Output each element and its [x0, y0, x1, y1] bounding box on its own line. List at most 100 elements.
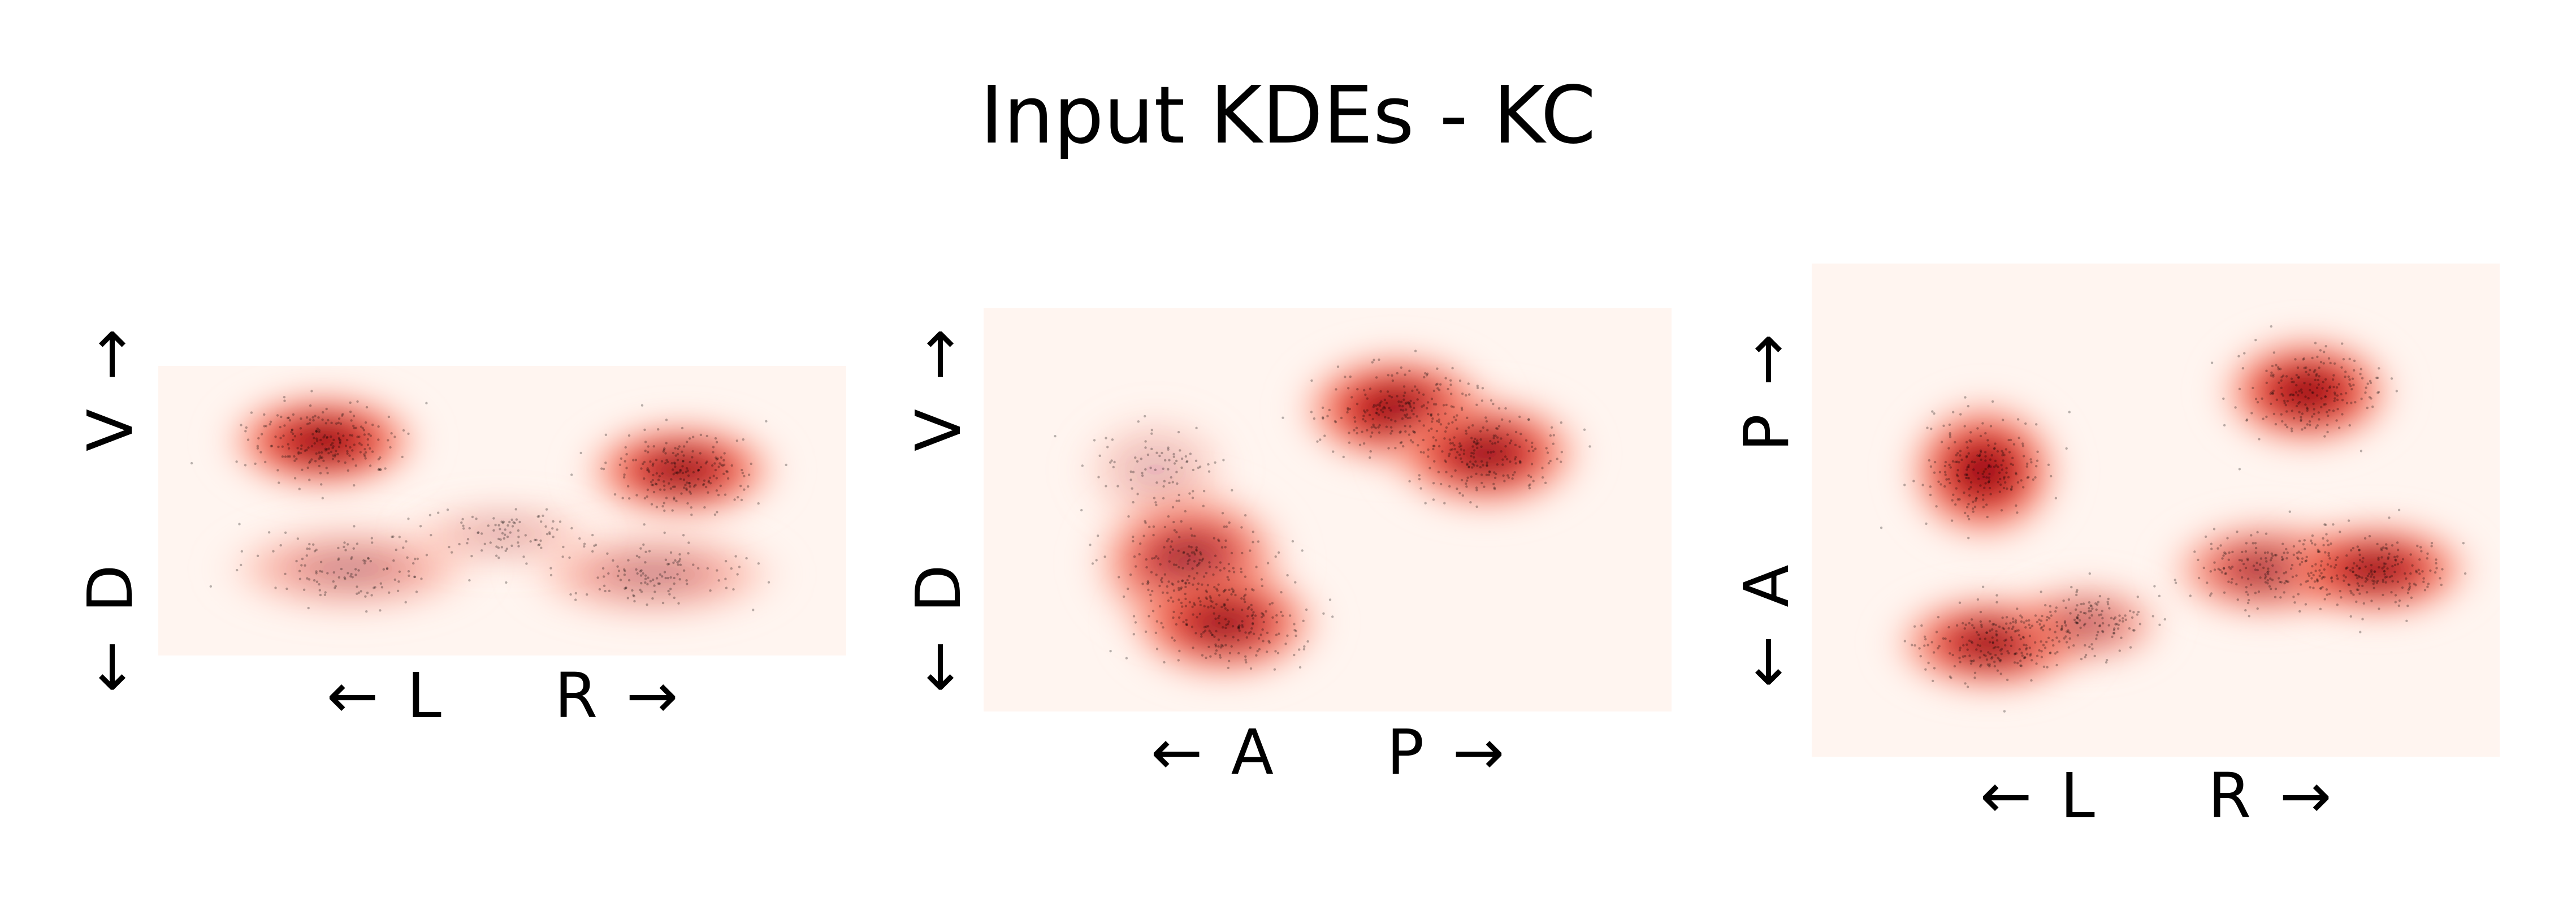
synapse-point	[1465, 394, 1467, 397]
synapse-point	[1476, 464, 1479, 467]
synapse-point	[508, 520, 511, 524]
synapse-point	[330, 421, 333, 424]
synapse-point	[1977, 472, 1980, 475]
synapse-point	[1479, 465, 1482, 469]
synapse-point	[1532, 480, 1535, 482]
synapse-point	[392, 559, 395, 562]
synapse-point	[2032, 478, 2035, 481]
synapse-point	[2358, 559, 2362, 562]
synapse-point	[1475, 472, 1478, 475]
synapse-point	[1979, 484, 1982, 487]
synapse-point	[1195, 546, 1198, 549]
synapse-point	[363, 453, 366, 456]
synapse-point	[2020, 616, 2024, 619]
synapse-point	[646, 467, 649, 470]
synapse-point	[1449, 442, 1452, 445]
synapse-point	[2254, 551, 2257, 554]
synapse-point	[2197, 576, 2201, 580]
synapse-point	[1196, 616, 1198, 619]
synapse-point	[692, 563, 695, 566]
synapse-point	[1436, 387, 1439, 390]
synapse-point	[1266, 650, 1268, 653]
synapse-point	[1444, 430, 1447, 433]
synapse-point	[2330, 565, 2332, 568]
synapse-point	[1271, 602, 1274, 605]
synapse-point	[1188, 554, 1191, 558]
synapse-point	[664, 452, 667, 455]
synapse-point	[2332, 386, 2335, 389]
synapse-point	[2353, 359, 2356, 363]
synapse-point	[1408, 369, 1411, 372]
synapse-point	[1489, 439, 1492, 443]
synapse-point	[726, 471, 729, 473]
synapse-point	[364, 595, 367, 598]
synapse-point	[2408, 587, 2411, 590]
synapse-point	[458, 542, 461, 546]
synapse-point	[664, 462, 667, 465]
synapse-point	[1132, 536, 1135, 538]
synapse-point	[1940, 441, 1943, 443]
synapse-point	[2281, 558, 2284, 560]
synapse-point	[2333, 393, 2337, 396]
synapse-point	[288, 419, 292, 422]
synapse-point	[281, 445, 284, 448]
synapse-point	[1398, 404, 1401, 407]
synapse-point	[2284, 580, 2287, 583]
synapse-point	[699, 452, 702, 455]
synapse-point	[337, 557, 340, 560]
synapse-point	[2222, 554, 2225, 557]
synapse-point	[428, 514, 432, 516]
synapse-point	[504, 533, 506, 536]
synapse-point	[2339, 590, 2341, 593]
synapse-point	[2010, 485, 2014, 488]
synapse-point	[732, 588, 735, 591]
synapse-point	[2106, 603, 2110, 606]
synapse-point	[1154, 631, 1158, 635]
synapse-point	[1335, 388, 1337, 391]
synapse-point	[2060, 624, 2064, 628]
synapse-point	[1213, 537, 1215, 540]
synapse-point	[1262, 614, 1265, 617]
synapse-point	[1137, 420, 1140, 423]
synapse-point	[291, 428, 294, 432]
synapse-point	[373, 586, 375, 589]
synapse-point	[1198, 558, 1201, 562]
synapse-point	[2255, 562, 2258, 564]
synapse-point	[1202, 631, 1205, 634]
synapse-point	[2320, 577, 2323, 580]
synapse-point	[702, 484, 705, 486]
synapse-point	[2306, 406, 2309, 409]
synapse-point	[2318, 575, 2321, 577]
synapse-point	[1172, 589, 1176, 592]
synapse-point	[1982, 494, 1985, 497]
synapse-point	[1390, 419, 1393, 421]
synapse-point	[2345, 567, 2348, 570]
synapse-point	[2278, 577, 2280, 580]
synapse-point	[1949, 652, 1951, 655]
synapse-point	[1983, 486, 1986, 489]
synapse-point	[2019, 614, 2022, 617]
synapse-point	[2010, 644, 2012, 648]
synapse-point	[2076, 634, 2079, 637]
synapse-point	[2388, 516, 2391, 519]
synapse-point	[351, 576, 354, 579]
synapse-point	[1197, 563, 1200, 566]
synapse-point	[607, 572, 610, 575]
synapse-point	[1313, 417, 1316, 420]
synapse-point	[1442, 404, 1445, 407]
synapse-point	[1168, 481, 1171, 484]
synapse-point	[2254, 339, 2257, 342]
synapse-point	[2024, 422, 2027, 425]
synapse-point	[1303, 645, 1306, 648]
synapse-point	[1456, 488, 1458, 490]
synapse-point	[2137, 610, 2140, 614]
synapse-point	[358, 435, 361, 438]
synapse-point	[468, 527, 471, 530]
synapse-point	[1249, 631, 1252, 633]
synapse-point	[2407, 588, 2410, 591]
synapse-point	[2224, 572, 2228, 575]
synapse-point	[651, 464, 654, 467]
synapse-point	[1127, 515, 1130, 518]
synapse-point	[296, 447, 299, 450]
synapse-point	[2254, 568, 2257, 571]
